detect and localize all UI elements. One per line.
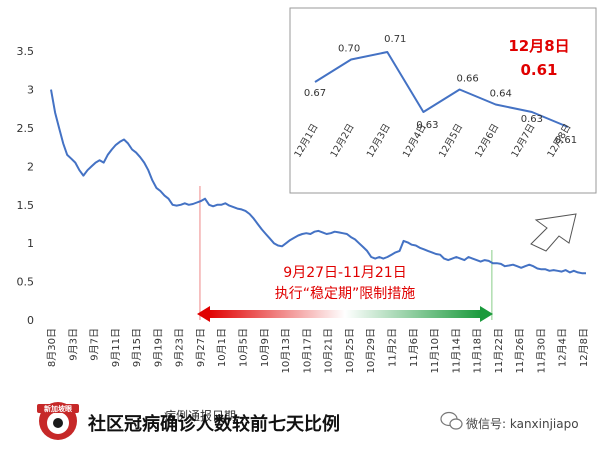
wechat-id: 微信号: kanxinjiapo: [466, 417, 579, 431]
x-axis-title: 病例通报日期: [164, 408, 236, 423]
period-arrow: [197, 306, 493, 322]
y-tick-label: 1: [27, 237, 34, 250]
x-tick-label: 9月23日: [174, 328, 186, 367]
x-axis-ticks: 8月30日 9月3日 9月7日 9月11日 9月15日 9月19日 9月23日 9月27日 10…: [46, 328, 590, 373]
x-tick-label: 9月15日: [131, 328, 143, 367]
y-tick-label: 0: [27, 314, 34, 327]
inset-data-label: 0.64: [490, 89, 512, 100]
y-tick-label: 3: [27, 84, 34, 97]
inset-chart: 0.670.700.710.630.660.640.630.61 12月1日 12…: [289, 7, 597, 194]
x-tick-label: 10月17日: [301, 328, 313, 373]
x-tick-label: 11月26日: [514, 328, 526, 373]
x-tick-label: 11月18日: [472, 328, 484, 373]
x-tick-label: 9月7日: [89, 328, 101, 361]
y-tick-label: 1.5: [17, 199, 35, 212]
x-tick-label: 10月25日: [344, 328, 356, 373]
chart-title: 社区冠病确诊人数较前七天比例: [88, 413, 340, 435]
inset-data-label: 0.66: [456, 74, 478, 85]
x-tick-label: 10月1日: [216, 328, 228, 367]
x-tick-label: 10月5日: [238, 328, 250, 367]
x-tick-label: 10月9日: [259, 328, 271, 367]
x-tick-label: 9月3日: [67, 328, 79, 361]
inset-data-label: 0.63: [416, 120, 438, 131]
y-axis-ticks: 0 0.5 1 1.5 2 2.5 3 3.5: [17, 45, 35, 327]
inset-highlight-value: 0.61: [520, 61, 557, 79]
inset-pointer-arrow: [530, 213, 577, 252]
x-tick-label: 12月8日: [578, 328, 590, 367]
x-tick-label: 8月30日: [46, 328, 58, 367]
x-tick-label: 11月2日: [387, 328, 399, 367]
x-tick-label: 9月11日: [110, 328, 122, 367]
x-tick-label: 11月10日: [429, 328, 441, 373]
y-tick-label: 2.5: [17, 122, 35, 135]
x-tick-label: 11月30日: [535, 328, 547, 373]
x-tick-label: 11月22日: [493, 328, 505, 373]
x-tick-label: 11月6日: [408, 328, 420, 367]
x-tick-label: 9月27日: [195, 328, 207, 367]
main-chart: 0 0.5 1 1.5 2 2.5 3 3.5 8月30日 9月3日 9月7日 9月11日 9月15日…: [17, 45, 591, 423]
x-tick-label: 12月4日: [557, 328, 569, 367]
inset-data-labels: 0.67 0.70 0.71 0.63 0.66 0.64 0.63 0.61: [304, 34, 577, 146]
x-tick-label: 9月19日: [152, 328, 164, 367]
y-tick-label: 3.5: [17, 45, 35, 58]
x-tick-label: 11月14日: [450, 328, 462, 373]
inset-data-label: 0.67: [304, 88, 326, 99]
y-tick-label: 0.5: [17, 276, 35, 289]
logo-text: 新加坡眼: [44, 404, 72, 413]
period-label-measures: 执行“稳定期”限制措施: [275, 286, 416, 302]
x-tick-label: 10月21日: [323, 328, 335, 373]
inset-series-line: [314, 51, 569, 128]
main-series-line: [50, 89, 586, 275]
x-tick-label: 10月13日: [280, 328, 292, 373]
period-label-dates: 9月27日-11月21日: [283, 265, 406, 281]
y-tick-label: 2: [27, 160, 34, 173]
wechat-icon: [440, 411, 463, 430]
inset-data-label: 0.63: [521, 114, 543, 125]
inset-highlight-date: 12月8日: [508, 37, 569, 55]
inset-data-label: 0.70: [338, 44, 360, 55]
logo: 新加坡眼: [37, 402, 79, 440]
x-tick-label: 10月29日: [365, 328, 377, 373]
inset-data-label: 0.71: [384, 34, 406, 45]
inset-data-label: 0.61: [555, 135, 577, 146]
